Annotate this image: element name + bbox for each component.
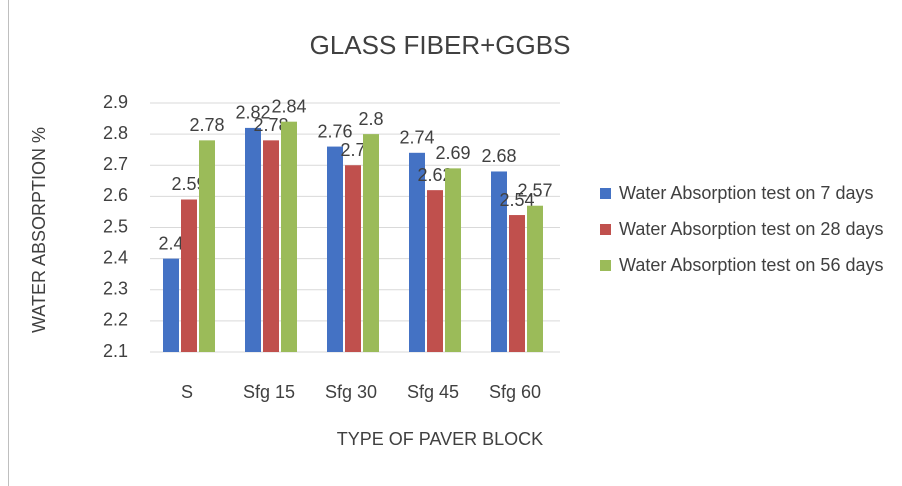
bar xyxy=(281,121,297,352)
x-tick-label: S xyxy=(181,382,193,402)
data-label: 2.78 xyxy=(189,115,224,135)
bar xyxy=(263,140,279,352)
y-tick-label: 2.8 xyxy=(103,123,128,143)
bar xyxy=(491,171,507,352)
frame xyxy=(8,0,9,486)
y-tick-label: 2.2 xyxy=(103,310,128,330)
x-tick-label: Sfg 15 xyxy=(243,382,295,402)
legend-item: Water Absorption test on 7 days xyxy=(600,180,890,206)
legend-swatch xyxy=(600,260,611,271)
y-tick-label: 2.9 xyxy=(103,92,128,112)
bar xyxy=(527,205,543,352)
bar xyxy=(327,146,343,352)
data-label: 2.68 xyxy=(481,146,516,166)
y-tick-label: 2.6 xyxy=(103,185,128,205)
legend-swatch xyxy=(600,224,611,235)
legend: Water Absorption test on 7 days Water Abs… xyxy=(600,180,890,288)
bar xyxy=(409,152,425,352)
bar xyxy=(199,140,215,352)
data-label: 2.62 xyxy=(417,165,452,185)
bar xyxy=(509,215,525,352)
legend-label: Water Absorption test on 56 days xyxy=(619,255,884,275)
legend-label: Water Absorption test on 7 days xyxy=(619,183,874,203)
data-label: 2.54 xyxy=(499,190,534,210)
data-label: 2.82 xyxy=(235,103,270,123)
legend-item: Water Absorption test on 56 days xyxy=(600,252,890,278)
bar xyxy=(245,127,261,353)
legend-label: Water Absorption test on 28 days xyxy=(619,219,884,239)
x-tick-label: Sfg 30 xyxy=(325,382,377,402)
bar xyxy=(445,168,461,352)
y-axis-title: WATER ABSORPTION % xyxy=(29,127,49,333)
bar xyxy=(345,165,361,352)
x-axis-title: TYPE OF PAVER BLOCK xyxy=(337,429,543,449)
y-tick-label: 2.1 xyxy=(103,341,128,361)
x-tick-label: Sfg 60 xyxy=(489,382,541,402)
data-label: 2.57 xyxy=(517,180,552,200)
data-label: 2.4 xyxy=(158,233,183,253)
y-tick-label: 2.7 xyxy=(103,154,128,174)
y-tick-label: 2.5 xyxy=(103,216,128,236)
bar xyxy=(363,134,379,352)
bar xyxy=(181,199,197,352)
data-label: 2.7 xyxy=(340,140,365,160)
data-label: 2.59 xyxy=(171,174,206,194)
legend-swatch xyxy=(600,188,611,199)
data-label: 2.8 xyxy=(358,109,383,129)
x-tick-label: Sfg 45 xyxy=(407,382,459,402)
bar xyxy=(427,190,443,352)
data-label: 2.69 xyxy=(435,143,470,163)
chart-title: GLASS FIBER+GGBS xyxy=(310,30,571,60)
data-label: 2.76 xyxy=(317,121,352,141)
legend-item: Water Absorption test on 28 days xyxy=(600,216,890,242)
y-tick-label: 2.4 xyxy=(103,247,128,267)
data-label: 2.84 xyxy=(271,96,306,116)
data-label: 2.74 xyxy=(399,128,434,148)
bar xyxy=(163,258,179,352)
data-label: 2.78 xyxy=(253,115,288,135)
y-tick-label: 2.3 xyxy=(103,279,128,299)
